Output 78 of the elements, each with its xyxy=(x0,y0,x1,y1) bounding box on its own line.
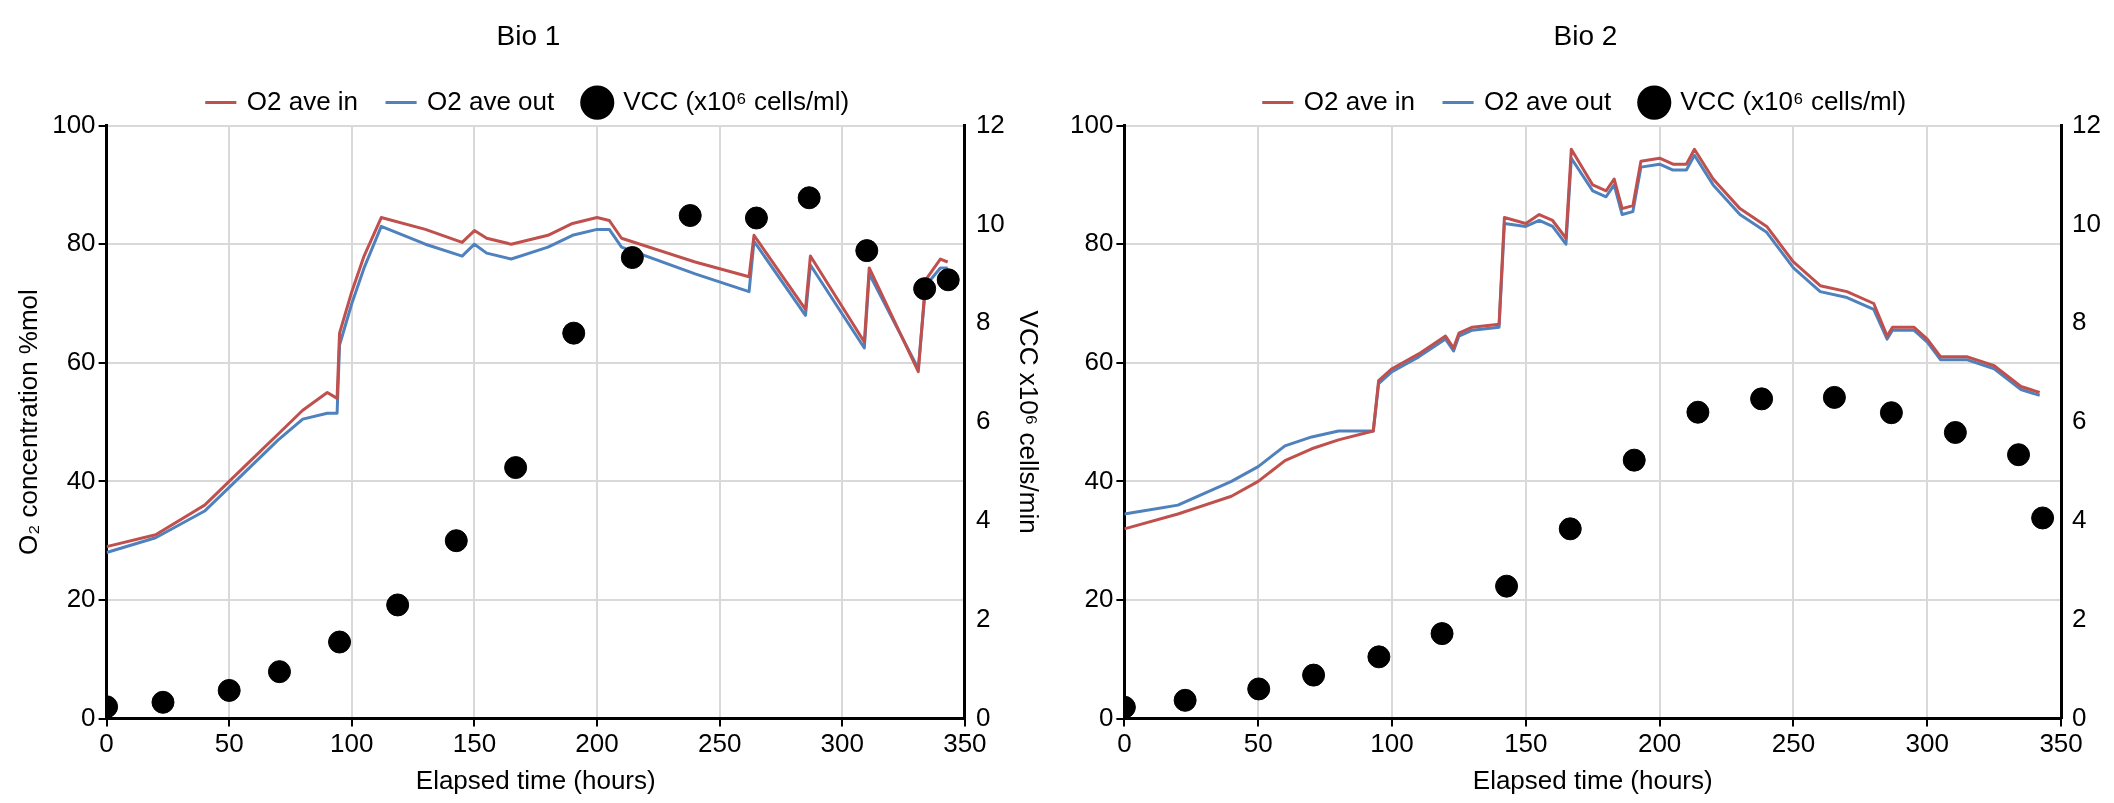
chart-title: Bio 2 xyxy=(1553,19,1618,51)
point xyxy=(1750,387,1774,411)
x-axis-title: Elapsed time (hours) xyxy=(1472,764,1713,795)
x-tick-label: 50 xyxy=(214,728,244,759)
y-tick-label: 100 xyxy=(52,108,96,139)
x-tick-label: 250 xyxy=(1771,728,1816,759)
point xyxy=(328,630,352,654)
point xyxy=(1173,688,1197,712)
point xyxy=(797,186,821,210)
y2-tick-label: 12 xyxy=(2072,108,2101,139)
y2-axis-title: VCC x10⁶ cells/min xyxy=(1014,310,1045,534)
point xyxy=(1822,385,1846,409)
legend-label: O2 ave out xyxy=(1484,85,1613,116)
y-tick-label: 40 xyxy=(66,464,96,495)
legend-label: O2 ave in xyxy=(246,85,359,116)
y2-tick-label: 2 xyxy=(975,602,991,633)
y-tick-label: 0 xyxy=(1098,701,1114,732)
point xyxy=(1686,400,1710,424)
point xyxy=(562,321,586,345)
point xyxy=(386,593,410,617)
point xyxy=(620,246,644,270)
point xyxy=(913,277,937,301)
point xyxy=(1879,401,1903,425)
point xyxy=(744,206,768,230)
point xyxy=(2031,506,2055,530)
x-tick-label: 50 xyxy=(1243,728,1273,759)
x-tick-label: 150 xyxy=(452,728,497,759)
x-tick-label: 150 xyxy=(1504,728,1548,759)
x-tick-label: 300 xyxy=(820,728,864,759)
point xyxy=(1558,517,1582,541)
x-axis-title: Elapsed time (hours) xyxy=(415,764,656,795)
y-tick-label: 40 xyxy=(1084,464,1114,495)
y-tick-label: 80 xyxy=(1084,227,1114,258)
y2-tick-label: 10 xyxy=(2072,207,2101,238)
point xyxy=(444,529,468,553)
x-tick-label: 200 xyxy=(575,728,619,759)
y2-tick-label: 4 xyxy=(975,504,991,535)
y-tick-label: 60 xyxy=(66,345,96,376)
point xyxy=(855,239,879,263)
legend-label: O2 ave in xyxy=(1303,85,1416,116)
y2-tick-label: 4 xyxy=(2072,504,2087,535)
point xyxy=(1247,677,1271,701)
y-tick-label: 80 xyxy=(66,227,96,258)
point xyxy=(1430,622,1454,646)
y-tick-label: 0 xyxy=(81,701,96,732)
point xyxy=(1622,448,1646,472)
y-tick-label: 20 xyxy=(1084,583,1114,614)
point xyxy=(267,660,291,684)
point xyxy=(1302,663,1326,687)
point xyxy=(936,268,960,292)
point xyxy=(2007,443,2031,467)
y2-tick-label: 8 xyxy=(975,306,991,337)
y2-tick-label: 6 xyxy=(975,405,991,436)
x-tick-label: 300 xyxy=(1905,728,1949,759)
y-tick-label: 20 xyxy=(66,583,96,614)
legend-label: VCC (x10⁶ cells/ml) xyxy=(1680,85,1907,116)
legend-label: VCC (x10⁶ cells/ml) xyxy=(623,85,850,116)
chart-title: Bio 1 xyxy=(496,19,561,51)
point xyxy=(1367,645,1391,669)
x-tick-label: 100 xyxy=(330,728,374,759)
x-tick-label: 100 xyxy=(1370,728,1414,759)
point xyxy=(504,456,528,480)
point xyxy=(151,690,175,714)
y-axis-title: O₂ concentration %mol xyxy=(12,289,43,556)
legend-label: O2 ave out xyxy=(427,85,556,116)
point xyxy=(217,678,241,702)
y-tick-label: 60 xyxy=(1084,345,1114,376)
x-tick-label: 200 xyxy=(1637,728,1682,759)
point xyxy=(678,204,702,228)
y2-tick-label: 2 xyxy=(2072,602,2087,633)
y-tick-label: 100 xyxy=(1069,108,1114,139)
point xyxy=(1495,574,1519,598)
y2-tick-label: 10 xyxy=(975,207,1005,238)
point xyxy=(1943,420,1967,444)
x-tick-label: 250 xyxy=(697,728,742,759)
y2-tick-label: 6 xyxy=(2072,405,2087,436)
y2-tick-label: 8 xyxy=(2072,306,2087,337)
y2-tick-label: 12 xyxy=(975,108,1005,139)
